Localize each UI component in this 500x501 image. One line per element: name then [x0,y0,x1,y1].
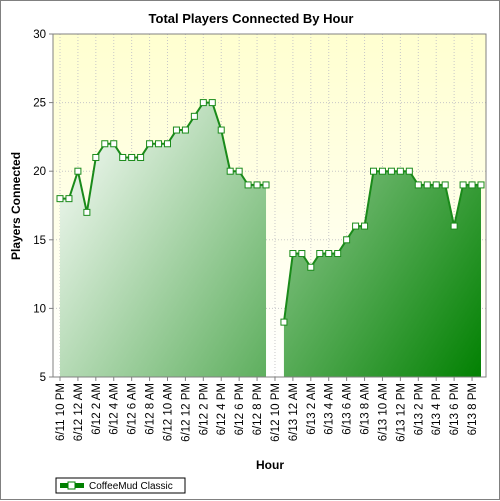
x-tick-label: 6/13 2 AM [306,383,318,435]
data-point [208,99,216,107]
data-point [244,181,252,189]
x-tick-label: 6/13 6 PM [449,383,461,435]
data-point [199,99,207,107]
chart-title: Total Players Connected By Hour [149,11,354,26]
x-tick-label: 6/12 12 AM [73,383,85,441]
x-tick-label: 6/13 8 AM [360,383,372,435]
data-point [155,140,163,148]
x-tick-label: 6/12 10 AM [162,383,174,441]
data-point [217,126,225,134]
x-tick-label: 6/12 2 PM [198,383,210,435]
series-markers [56,99,485,326]
data-point [146,140,154,148]
y-tick-label: 10 [33,303,46,315]
x-axis-ticks: 6/11 10 PM 6/12 12 AM 6/12 2 AM 6/12 4 AM 6/… [55,377,479,442]
data-point [137,153,145,161]
data-point [352,222,360,230]
x-tick-label: 6/12 8 AM [145,383,157,435]
y-tick-label: 25 [33,98,46,110]
x-axis-title: Hour [256,458,284,472]
legend-marker [67,481,76,490]
data-point [325,250,333,258]
data-point [128,153,136,161]
data-point [83,208,91,216]
data-point [450,222,458,230]
x-tick-label: 6/12 2 AM [91,383,103,435]
data-point [334,250,342,258]
data-point [190,112,198,120]
legend-box [55,477,186,494]
x-tick-label: 6/13 2 PM [413,383,425,435]
data-point [289,250,297,258]
data-point [432,181,440,189]
data-point [441,181,449,189]
data-point [235,167,243,175]
data-point [405,167,413,175]
x-tick-label: 6/13 4 AM [324,383,336,435]
area-fill [60,102,267,377]
legend-label: CoffeeMud Classic [89,481,173,492]
y-tick-label: 20 [33,166,46,178]
y-axis-ticks: 5 10 15 20 25 30 [33,29,53,384]
x-tick-label: 6/12 6 AM [127,383,139,435]
x-tick-label: 6/13 4 PM [431,383,443,435]
data-point [92,153,100,161]
data-point [65,195,73,203]
data-point [343,236,351,244]
data-point [110,140,118,148]
x-tick-label: 6/13 12 PM [395,383,407,442]
data-point [280,318,288,326]
data-point [226,167,234,175]
data-point [370,167,378,175]
data-point [172,126,180,134]
data-point [361,222,369,230]
series-area [60,102,481,377]
data-point [316,250,324,258]
data-point [387,167,395,175]
y-tick-label: 30 [33,29,46,41]
data-point [396,167,404,175]
x-tick-label: 6/12 4 AM [109,383,121,435]
x-tick-label: 6/12 4 PM [216,383,228,435]
data-point [307,263,315,271]
x-tick-label: 6/12 12 PM [180,383,192,442]
data-point [163,140,171,148]
x-tick-label: 6/13 8 PM [467,383,479,435]
data-point [101,140,109,148]
area-fill [283,171,481,377]
y-tick-label: 15 [33,235,46,247]
x-tick-label: 6/13 6 AM [342,383,354,435]
y-axis-title: Players Connected [9,152,23,260]
data-point [459,181,467,189]
data-point [423,181,431,189]
data-point [74,167,82,175]
data-point [414,181,422,189]
data-point [56,195,64,203]
x-tick-label: 6/13 10 AM [377,383,389,441]
x-tick-label: 6/12 6 PM [234,383,246,435]
data-point [378,167,386,175]
plot-border [52,33,487,378]
x-tick-label: 6/12 10 PM [270,383,282,442]
y-tick-label: 5 [40,372,46,384]
data-point [181,126,189,134]
data-point [262,181,270,189]
legend: CoffeeMud Classic [55,477,186,494]
x-tick-label: 6/11 10 PM [55,383,67,441]
data-point [468,181,476,189]
x-tick-label: 6/13 12 AM [288,383,300,441]
data-point [298,250,306,258]
data-point [477,181,485,189]
data-point [119,153,127,161]
data-point [253,181,261,189]
x-tick-label: 6/12 8 PM [252,383,264,435]
